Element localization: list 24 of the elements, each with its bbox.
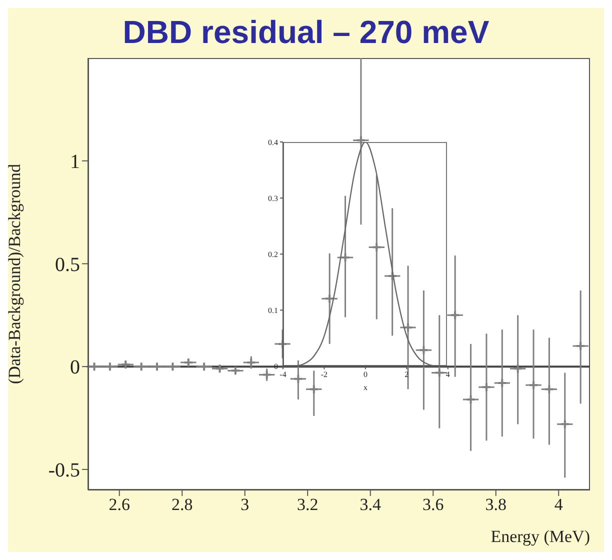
y-tick-label: 1 bbox=[70, 150, 80, 173]
y-tick-label: 0.5 bbox=[55, 254, 80, 276]
x-tick-label: 2.6 bbox=[108, 495, 130, 514]
chart-title: DBD residual – 270 meV bbox=[122, 13, 490, 52]
y-tick-label: 0 bbox=[274, 362, 278, 372]
x-tick-label: 3 bbox=[240, 495, 250, 514]
y-tick-label: 0.1 bbox=[268, 306, 278, 316]
x-tick-label: -4 bbox=[279, 370, 286, 380]
x-tick-label: 0 bbox=[362, 370, 367, 380]
y-tick-label: 0.3 bbox=[268, 194, 278, 204]
x-axis-title: Energy (MeV) bbox=[490, 527, 590, 546]
x-tick-label: 4 bbox=[554, 495, 564, 514]
x-tick-label: 3.2 bbox=[297, 495, 318, 514]
y-axis-title: (Data-Background)/Background bbox=[5, 164, 24, 384]
x-tick-label: 3.8 bbox=[485, 495, 506, 514]
y-tick-label: -0.5 bbox=[48, 460, 80, 482]
x-tick-label: 4 bbox=[445, 370, 450, 380]
y-tick-label: 0.4 bbox=[268, 138, 278, 148]
y-tick-label: 0.2 bbox=[268, 250, 278, 260]
x-tick-label: -2 bbox=[320, 370, 328, 380]
x-tick-label: 2.8 bbox=[172, 495, 193, 514]
x-axis-title: x bbox=[362, 383, 367, 392]
x-tick-label: 3.4 bbox=[360, 495, 382, 514]
x-tick-label: 3.6 bbox=[422, 495, 444, 514]
